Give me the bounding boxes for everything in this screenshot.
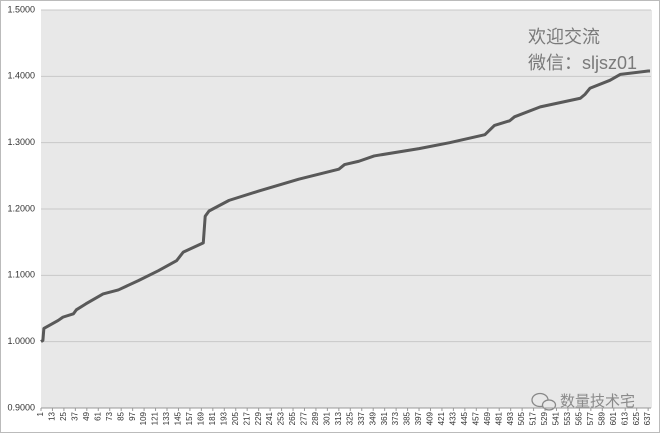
- x-tick-label: 25: [59, 411, 68, 420]
- y-tick-label: 1.0000: [7, 336, 35, 346]
- x-tick-label: 169: [196, 411, 205, 425]
- x-tick-label: 589: [597, 411, 606, 425]
- x-tick-label: 577: [586, 411, 595, 425]
- y-tick-label: 1.2000: [7, 203, 35, 213]
- x-tick-label: 505: [517, 411, 526, 425]
- x-tick-label: 157: [185, 411, 194, 425]
- x-tick-label: 625: [632, 411, 641, 425]
- x-tick-label: 241: [265, 411, 274, 425]
- x-tick-label: 181: [208, 411, 217, 425]
- x-tick-label: 217: [242, 411, 251, 425]
- annotation: 微信：sljsz01: [528, 53, 637, 73]
- x-tick-label: 1: [36, 411, 45, 416]
- annotation: 数量技术宅: [560, 393, 635, 410]
- x-tick-label: 529: [540, 411, 549, 425]
- x-tick-label: 121: [151, 411, 160, 425]
- x-tick-label: 481: [494, 411, 503, 425]
- x-tick-label: 301: [322, 411, 331, 425]
- x-tick-label: 421: [437, 411, 446, 425]
- x-tick-label: 409: [426, 411, 435, 425]
- grid: [41, 9, 651, 409]
- y-tick-label: 0.9000: [7, 402, 35, 412]
- x-tick-label: 541: [552, 411, 561, 425]
- x-tick-label: 445: [460, 411, 469, 425]
- x-tick-label: 205: [231, 411, 240, 425]
- x-tick-label: 145: [174, 411, 183, 425]
- x-tick-label: 553: [563, 411, 572, 425]
- x-tick-label: 109: [139, 411, 148, 425]
- x-tick-label: 385: [403, 411, 412, 425]
- y-tick-label: 1.1000: [7, 270, 35, 280]
- x-tick-label: 349: [368, 411, 377, 425]
- x-tick-label: 373: [391, 411, 400, 425]
- x-tick-label: 493: [506, 411, 515, 425]
- x-tick-label: 97: [128, 411, 137, 420]
- x-tick-label: 253: [277, 411, 286, 425]
- y-tick-label: 1.4000: [7, 71, 35, 81]
- x-tick-label: 85: [116, 411, 125, 420]
- x-tick-label: 637: [643, 411, 652, 425]
- x-tick-label: 397: [414, 411, 423, 425]
- x-tick-label: 565: [575, 411, 584, 425]
- x-tick-label: 517: [529, 411, 538, 425]
- x-tick-label: 469: [483, 411, 492, 425]
- x-tick-label: 361: [380, 411, 389, 425]
- data-line: [40, 69, 651, 343]
- x-tick-label: 289: [311, 411, 320, 425]
- x-tick-label: 133: [162, 411, 171, 425]
- y-tick-label: 1.3000: [7, 137, 35, 147]
- x-tick-label: 73: [105, 411, 114, 420]
- marks: [40, 69, 651, 343]
- x-tick-label: 433: [449, 411, 458, 425]
- x-tick-label: 13: [48, 411, 57, 420]
- x-tick-label: 49: [82, 411, 91, 420]
- x-tick-label: 325: [345, 411, 354, 425]
- x-tick-label: 313: [334, 411, 343, 425]
- x-tick-label: 193: [219, 411, 228, 425]
- x-tick-label: 61: [93, 411, 102, 420]
- annotation: 欢迎交流: [528, 27, 600, 47]
- x-tick-label: 337: [357, 411, 366, 425]
- y-tick-label: 1.5000: [7, 4, 35, 14]
- x-tick-label: 601: [609, 411, 618, 425]
- x-tick-label: 265: [288, 411, 297, 425]
- x-tick-label: 457: [471, 411, 480, 425]
- x-tick-label: 229: [254, 411, 263, 425]
- x-tick-label: 613: [620, 411, 629, 425]
- x-tick-label: 277: [300, 411, 309, 425]
- x-tick-label: 37: [70, 411, 79, 420]
